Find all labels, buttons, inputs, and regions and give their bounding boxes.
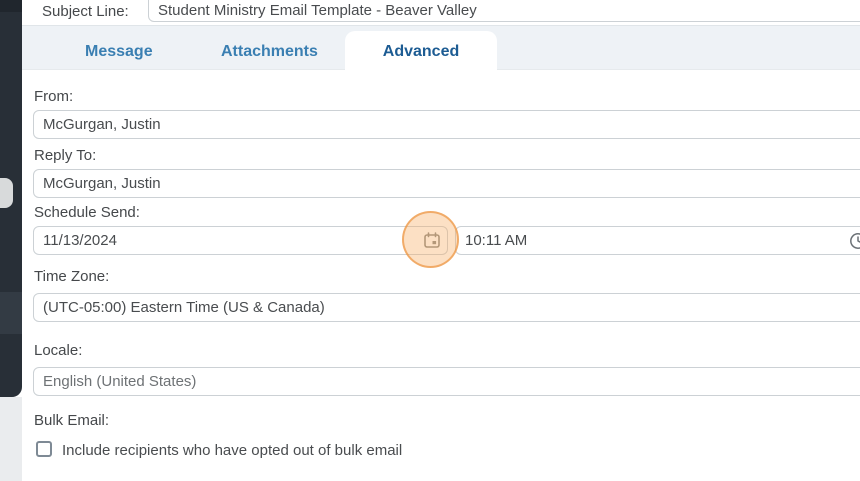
- time-zone-label: Time Zone:: [34, 268, 110, 285]
- bulk-email-checkbox-label: Include recipients who have opted out of…: [62, 442, 403, 459]
- bulk-email-label: Bulk Email:: [34, 412, 110, 429]
- email-form-panel: Subject Line: Message Attachments Advanc…: [22, 0, 860, 481]
- locale-select[interactable]: [33, 367, 860, 396]
- schedule-date-input[interactable]: [33, 226, 448, 255]
- tab-message[interactable]: Message: [85, 43, 153, 60]
- calendar-icon[interactable]: [423, 231, 441, 249]
- tab-attachments[interactable]: Attachments: [221, 43, 318, 60]
- time-zone-select[interactable]: [33, 293, 860, 322]
- from-input[interactable]: [33, 110, 860, 139]
- from-label: From:: [34, 88, 74, 105]
- reply-to-label: Reply To:: [34, 147, 97, 164]
- sidebar-top-strip: [0, 0, 22, 12]
- subject-line-input[interactable]: [148, 0, 860, 22]
- subject-line-label: Subject Line:: [42, 3, 129, 20]
- sidebar-section: [0, 292, 22, 334]
- tab-advanced-label: Advanced: [382, 42, 460, 60]
- bulk-email-checkbox[interactable]: [36, 441, 52, 457]
- tab-advanced[interactable]: Advanced: [345, 31, 497, 72]
- sidebar-drawer-handle[interactable]: [0, 178, 13, 208]
- locale-label: Locale:: [34, 342, 83, 359]
- reply-to-input[interactable]: [33, 169, 860, 198]
- clock-icon[interactable]: [849, 232, 860, 250]
- tab-bar: Message Attachments Advanced: [22, 25, 860, 72]
- left-bottom-panel: [0, 397, 22, 481]
- schedule-time-input[interactable]: [455, 226, 860, 255]
- schedule-send-label: Schedule Send:: [34, 204, 140, 221]
